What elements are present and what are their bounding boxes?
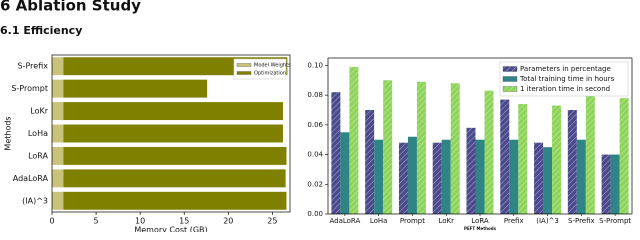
y-tick-label: LoKr [30,107,48,116]
x-tick-label: AdaLoRA [329,217,360,225]
y-axis-label: Methods [4,116,13,150]
bar [63,191,287,210]
y-tick-label: 0.00 [307,210,323,218]
y-tick-label: 0.08 [307,91,323,99]
bar [52,79,64,98]
bar [552,105,562,214]
y-tick-label: LoHa [28,129,48,138]
x-tick-label: 10 [135,217,145,226]
legend-swatch [502,66,518,72]
bar [619,98,629,214]
bar [52,191,64,210]
legend-label: Total training time in hours [519,75,615,83]
y-tick-label: 0.02 [307,180,323,188]
y-tick-label: 0.04 [307,151,323,159]
y-tick-label: S-Prefix [18,62,49,71]
bar [500,99,510,214]
x-tick-label: S-Prompt [599,217,631,225]
bar [475,139,485,214]
bar [63,169,286,188]
bar [585,95,595,214]
legend-label: Optimization [254,71,286,77]
bar [365,110,375,214]
bar [432,142,442,214]
bar [398,142,408,214]
axes-frame [51,54,291,213]
y-tick-label: S-Prompt [11,84,48,93]
bar [416,81,426,215]
bar [601,154,611,214]
x-axis-label: PEFT Methods [464,226,497,231]
bar [543,147,553,214]
x-tick-label: 5 [94,217,99,226]
bar [52,169,64,188]
section-title: 6 Ablation Study [0,0,141,15]
legend-label: Parameters in percentage [520,65,611,73]
x-tick-label: LoKr [438,217,454,225]
x-tick-label: 15 [179,217,189,226]
y-tick-label: LoRA [28,151,48,160]
y-tick-label: 0.10 [307,61,323,69]
legend-swatch [236,63,252,67]
bar [52,124,64,143]
bar [383,80,393,215]
bar [450,83,460,214]
axes-frame [327,57,633,215]
bar [576,139,586,214]
bar [610,154,620,214]
legend-label: Model Weights [254,63,291,69]
bar [63,57,288,76]
bar [52,57,64,76]
x-tick-label: 20 [223,217,233,226]
legend-label: 1 iteration time in second [520,85,610,93]
bar [63,79,208,98]
x-tick-label: LoRA [471,217,489,225]
bar [484,90,494,214]
bar [534,142,544,214]
x-tick-label: S-Prefix [568,217,595,225]
x-tick-label: 25 [267,217,277,226]
bar [518,104,528,214]
bar [349,66,359,215]
bar [63,146,287,165]
y-tick-label: (IA)^3 [22,196,48,205]
x-tick-label: 0 [49,217,54,226]
bar [340,132,350,214]
bar [374,139,384,214]
legend-swatch [236,71,252,75]
x-tick-label: Prefix [504,217,524,225]
x-tick-label: Prompt [400,217,425,225]
bar [331,92,341,214]
y-tick-label: AdaLoRA [13,174,49,183]
bar [63,102,283,121]
legend-swatch [502,76,518,82]
page: 6 Ablation Study 6.1 Efficiency S-Prefix… [0,0,633,233]
bar [407,136,417,214]
x-axis-label: Memory Cost (GB) [134,226,207,233]
bar [509,139,519,214]
x-tick-label: (IA)^3 [536,217,559,225]
bar [52,146,64,165]
legend-swatch [502,86,518,92]
bar [52,102,64,121]
bar [63,124,283,143]
legend-box [499,61,629,97]
bar [567,110,577,214]
x-tick-label: LoHa [370,217,388,225]
subsection-title: 6.1 Efficiency [0,24,82,37]
y-tick-label: 0.06 [307,121,323,129]
bar [466,127,476,214]
bar [441,139,451,214]
